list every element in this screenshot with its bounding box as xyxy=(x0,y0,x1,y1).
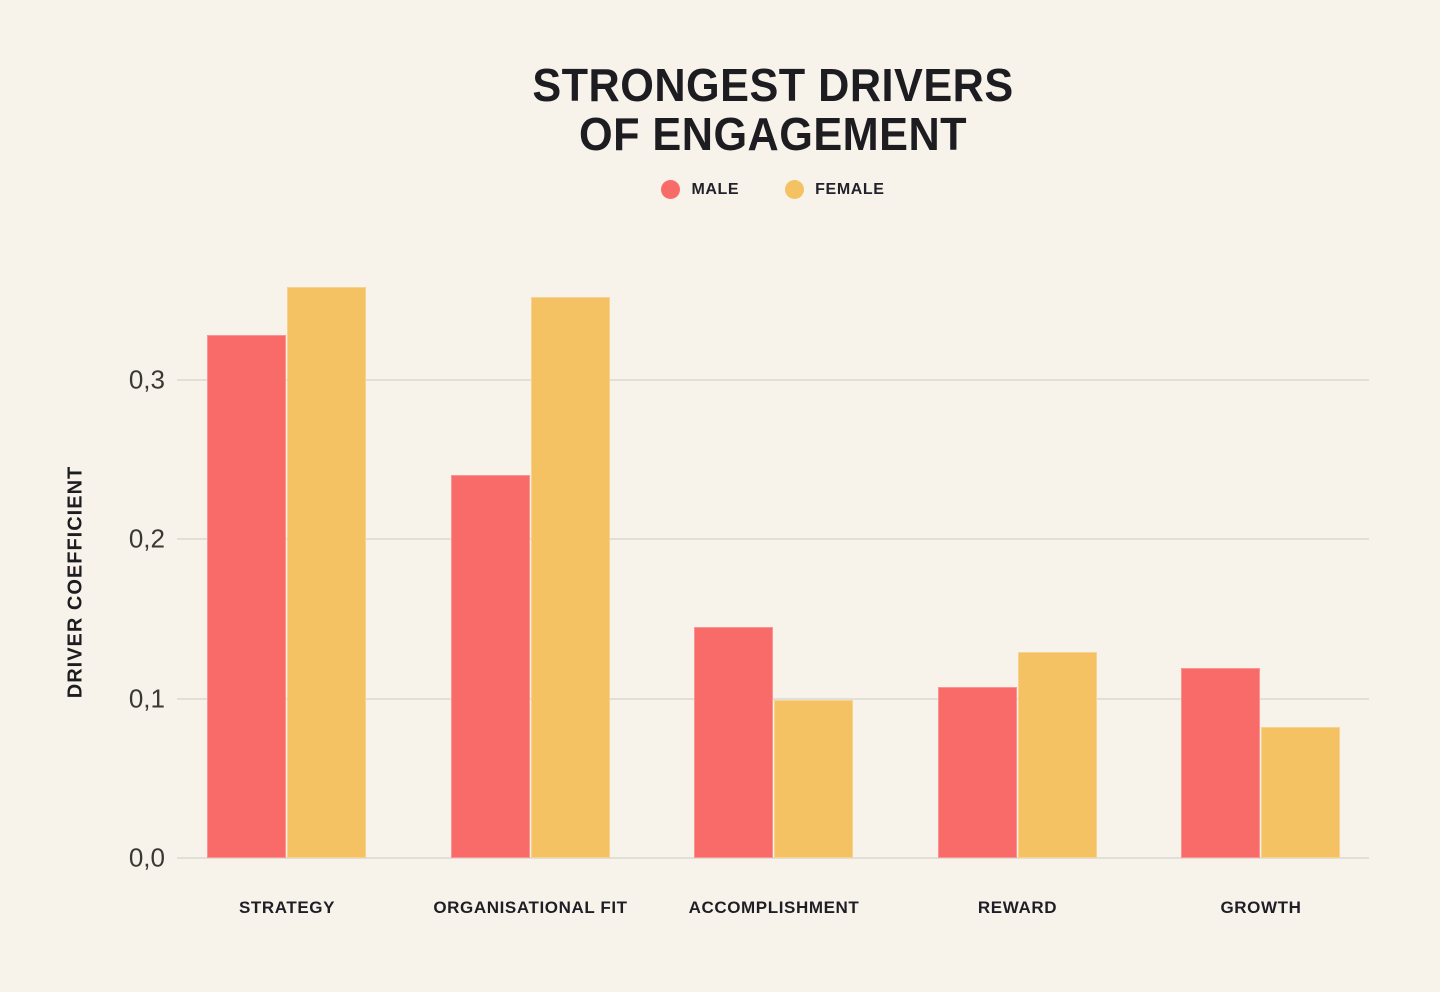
bar-group-strategy xyxy=(207,287,367,858)
y-tick-label: 0,2 xyxy=(128,523,165,554)
gridline-0-0: 0,0 xyxy=(129,843,1369,873)
bar-male-strategy xyxy=(207,335,286,858)
category-label: REWARD xyxy=(977,898,1058,917)
category-label: GROWTH xyxy=(1220,898,1302,917)
gridline-0-2: 0,2 xyxy=(129,524,1369,554)
bar-female-growth xyxy=(1261,727,1340,858)
chart-title: STRONGEST DRIVERS OF ENGAGEMENT xyxy=(213,58,1333,160)
plot-area: 0,0 0,1 0,2 0,3 xyxy=(129,250,1369,873)
y-axis-title: DRIVER COEFFICIENT xyxy=(64,465,87,699)
legend-dot-female xyxy=(785,180,805,199)
legend-label: MALE xyxy=(691,180,740,198)
category-cell-strategy: STRATEGY xyxy=(207,898,367,918)
y-tick-label: 0,3 xyxy=(128,364,165,394)
y-tick-label: 0,0 xyxy=(128,842,165,873)
legend-item-female: FEMALE xyxy=(785,180,884,199)
bar-female-strategy xyxy=(287,287,366,858)
gridline-0-1: 0,1 xyxy=(129,683,1369,713)
bar-male-reward xyxy=(937,687,1017,858)
category-cell-reward: REWARD xyxy=(938,898,1098,918)
legend: MALE FEMALE xyxy=(177,180,1369,199)
x-axis-category-labels: STRATEGY ORGANISATIONAL FIT ACCOMPLISHMENT… xyxy=(177,898,1369,918)
bar-male-accomplishment xyxy=(694,627,773,858)
bars-row xyxy=(177,250,1369,858)
category-label: ACCOMPLISHMENT xyxy=(688,898,860,917)
bar-group-organisational-fit xyxy=(450,297,611,858)
chart-title-line-1: STRONGEST DRIVERS xyxy=(532,58,1014,111)
bar-female-organisational-fit xyxy=(530,297,610,858)
bar-male-organisational-fit xyxy=(450,475,530,858)
category-cell-growth: GROWTH xyxy=(1181,898,1341,918)
bar-group-growth xyxy=(1181,668,1341,858)
category-cell-accomplishment: ACCOMPLISHMENT xyxy=(689,898,859,918)
gridline-0-3: 0,3 xyxy=(129,364,1369,394)
bar-female-accomplishment xyxy=(774,700,853,858)
category-cell-organisational-fit: ORGANISATIONAL FIT xyxy=(433,898,627,918)
bar-group-reward xyxy=(937,652,1098,858)
legend-item-male: MALE xyxy=(661,180,739,199)
chart-title-line-2: OF ENGAGEMENT xyxy=(578,107,968,160)
bar-female-reward xyxy=(1017,652,1097,858)
bar-group-accomplishment xyxy=(694,627,854,858)
legend-dot-male xyxy=(661,180,681,199)
y-tick-label: 0,1 xyxy=(128,683,165,713)
legend-label: FEMALE xyxy=(815,180,885,198)
category-label: ORGANISATIONAL FIT xyxy=(433,898,628,917)
bar-male-growth xyxy=(1181,668,1260,858)
category-label: STRATEGY xyxy=(238,898,336,917)
